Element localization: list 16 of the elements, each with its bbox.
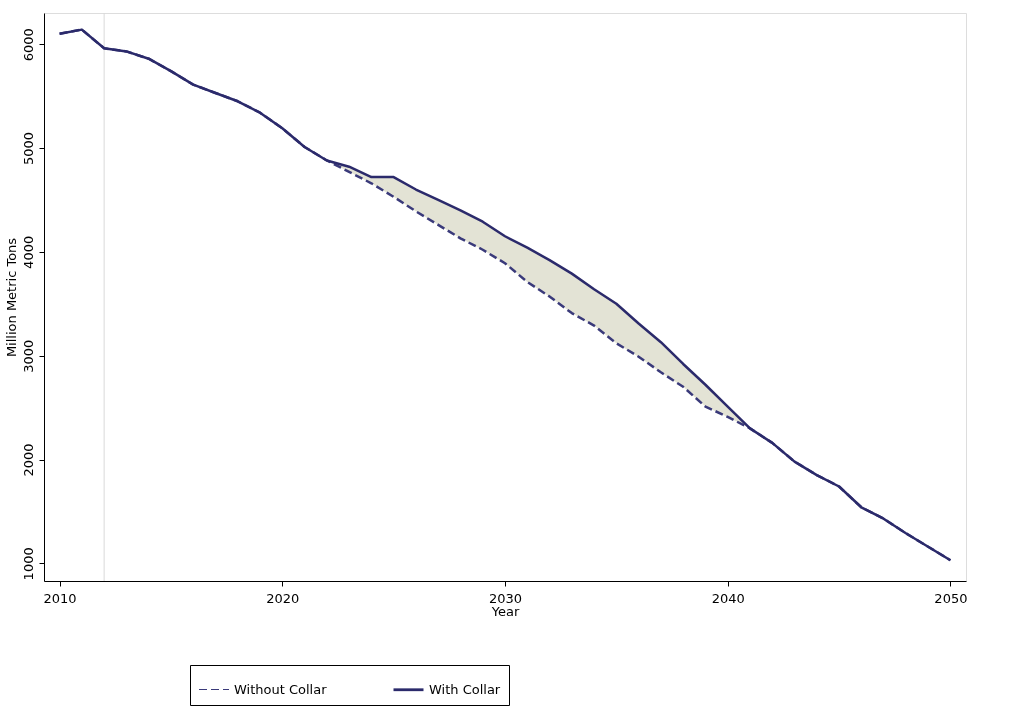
y-axis-title: Million Metric Tons [3,237,19,358]
y-tick-label: 1000 [20,547,36,581]
x-tick-label: 2010 [43,590,77,606]
x-tick-label: 2050 [934,590,968,606]
line-series [58,28,952,562]
y-tick-label: 3000 [20,339,36,373]
y-tick-label: 5000 [20,131,36,166]
y-tick-label: 6000 [20,28,36,62]
x-tick-label: 2020 [266,590,300,606]
x-tick-label: 2040 [711,590,745,606]
legend-label: With Collar [429,681,501,697]
x-tick-label: 2030 [488,590,523,606]
x-axis-title: Year [490,603,520,619]
y-tick-label: 4000 [20,235,36,269]
legend-label: Without Collar [234,681,328,697]
y-tick-label: 2000 [20,443,36,477]
